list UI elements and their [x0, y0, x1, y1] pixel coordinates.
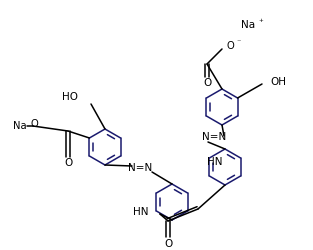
Text: N=N: N=N — [128, 162, 152, 172]
Text: ⁻: ⁻ — [237, 37, 241, 46]
Text: O: O — [203, 78, 211, 88]
Text: HN: HN — [207, 156, 223, 166]
Text: HO: HO — [62, 92, 78, 102]
Text: O: O — [30, 118, 38, 128]
Text: O: O — [226, 41, 234, 51]
Text: O: O — [64, 157, 72, 167]
Text: N=N: N=N — [202, 132, 226, 141]
Text: OH: OH — [270, 77, 286, 87]
Text: ⁺: ⁺ — [259, 18, 263, 26]
Text: O: O — [164, 238, 172, 248]
Text: Na: Na — [241, 20, 255, 30]
Text: HN: HN — [132, 206, 148, 216]
Text: Na: Na — [13, 120, 27, 130]
